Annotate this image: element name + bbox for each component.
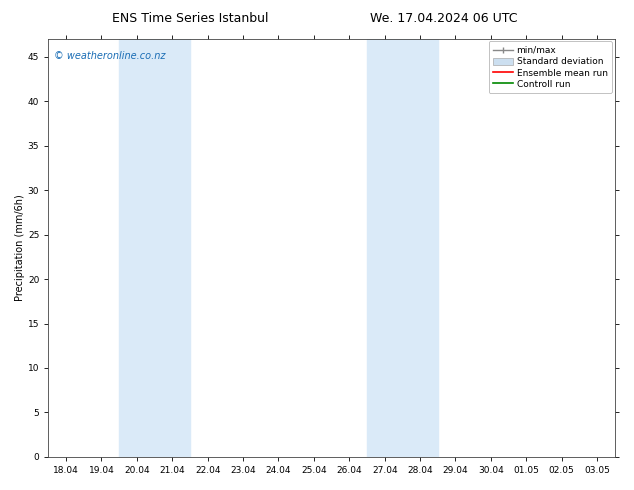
Y-axis label: Precipitation (mm/6h): Precipitation (mm/6h) (15, 195, 25, 301)
Legend: min/max, Standard deviation, Ensemble mean run, Controll run: min/max, Standard deviation, Ensemble me… (489, 42, 612, 93)
Text: © weatheronline.co.nz: © weatheronline.co.nz (54, 51, 165, 61)
Text: We. 17.04.2024 06 UTC: We. 17.04.2024 06 UTC (370, 12, 517, 25)
Bar (367, 39, 438, 457)
Bar (119, 39, 190, 457)
Text: ENS Time Series Istanbul: ENS Time Series Istanbul (112, 12, 268, 25)
